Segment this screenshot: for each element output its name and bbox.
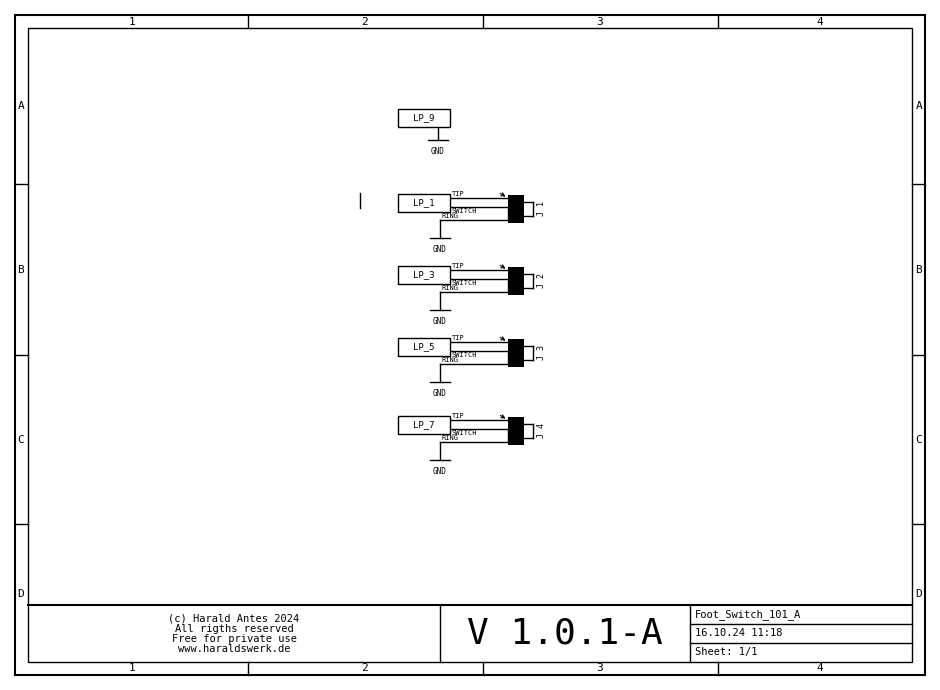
- Text: Foot_Switch_101_A: Foot_Switch_101_A: [695, 609, 801, 620]
- Text: SWITCH: SWITCH: [452, 208, 478, 214]
- Text: 3: 3: [597, 663, 603, 673]
- Text: Sheet: 1/1: Sheet: 1/1: [695, 647, 758, 658]
- Text: RING: RING: [442, 435, 459, 441]
- Text: www.haraldswerk.de: www.haraldswerk.de: [178, 644, 290, 653]
- Text: GND: GND: [433, 467, 446, 476]
- Bar: [508, 417, 524, 445]
- Text: V 1.0.1-A: V 1.0.1-A: [467, 616, 663, 651]
- Text: D: D: [18, 589, 24, 599]
- Text: J 4: J 4: [538, 424, 546, 439]
- Text: LP_7: LP_7: [414, 420, 434, 429]
- Text: C: C: [916, 435, 922, 445]
- Bar: [398, 266, 450, 284]
- Bar: [398, 193, 450, 212]
- Text: GND: GND: [431, 147, 445, 156]
- Text: B: B: [916, 265, 922, 275]
- Text: A: A: [916, 101, 922, 111]
- Text: RING: RING: [442, 285, 459, 291]
- Text: 2: 2: [362, 17, 368, 27]
- Text: 1: 1: [129, 663, 135, 673]
- Bar: [508, 195, 524, 223]
- Text: SWITCH: SWITCH: [452, 430, 478, 436]
- Text: RING: RING: [442, 357, 459, 363]
- Text: LP_1: LP_1: [414, 198, 434, 207]
- Text: TIP: TIP: [452, 191, 464, 197]
- Text: GND: GND: [433, 317, 446, 326]
- Text: (c) Harald Antes 2024: (c) Harald Antes 2024: [168, 613, 300, 624]
- Text: D: D: [916, 589, 922, 599]
- Text: J 3: J 3: [538, 346, 546, 360]
- Text: 16.10.24 11:18: 16.10.24 11:18: [695, 629, 782, 638]
- Text: All rigths reserved: All rigths reserved: [175, 624, 293, 633]
- Text: A: A: [18, 101, 24, 111]
- Text: C: C: [18, 435, 24, 445]
- Text: GND: GND: [433, 389, 446, 398]
- Bar: [398, 337, 450, 355]
- Bar: [508, 267, 524, 295]
- Text: 4: 4: [817, 663, 823, 673]
- Text: 1: 1: [129, 17, 135, 27]
- Text: LP_9: LP_9: [414, 113, 434, 123]
- Bar: [508, 339, 524, 367]
- Text: TIP: TIP: [452, 413, 464, 419]
- Text: 2: 2: [362, 663, 368, 673]
- Text: RING: RING: [442, 213, 459, 219]
- Text: LP_3: LP_3: [414, 270, 434, 279]
- Text: SWITCH: SWITCH: [452, 352, 478, 358]
- Text: TIP: TIP: [452, 335, 464, 341]
- Text: 4: 4: [817, 17, 823, 27]
- Text: LP_5: LP_5: [414, 342, 434, 351]
- Bar: [398, 415, 450, 433]
- Text: TIP: TIP: [452, 263, 464, 269]
- Text: J 1: J 1: [538, 201, 546, 217]
- Text: GND: GND: [433, 245, 446, 254]
- Text: Free for private use: Free for private use: [171, 633, 296, 644]
- Text: 3: 3: [597, 17, 603, 27]
- Text: SWITCH: SWITCH: [452, 280, 478, 286]
- Bar: [398, 109, 450, 127]
- Text: J 2: J 2: [538, 273, 546, 288]
- Text: B: B: [18, 265, 24, 275]
